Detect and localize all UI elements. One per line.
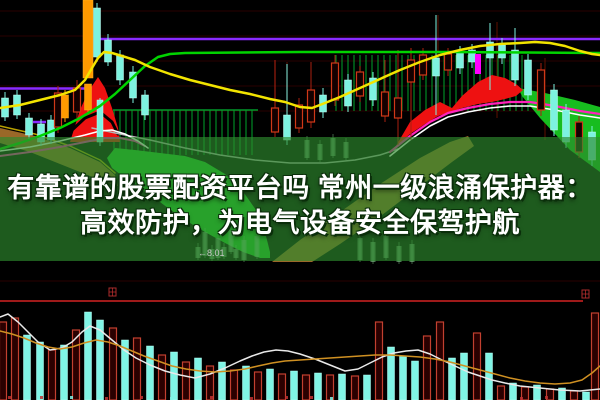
price-marker-label: ←8.01 bbox=[198, 248, 225, 258]
headline-overlay-band bbox=[0, 137, 600, 261]
headline-line-1: 有靠谱的股票配资平台吗 常州一级浪涌保护器： bbox=[7, 173, 593, 203]
headline-line-2: 高效防护，为电气设备安全保驾护航 bbox=[80, 208, 520, 238]
